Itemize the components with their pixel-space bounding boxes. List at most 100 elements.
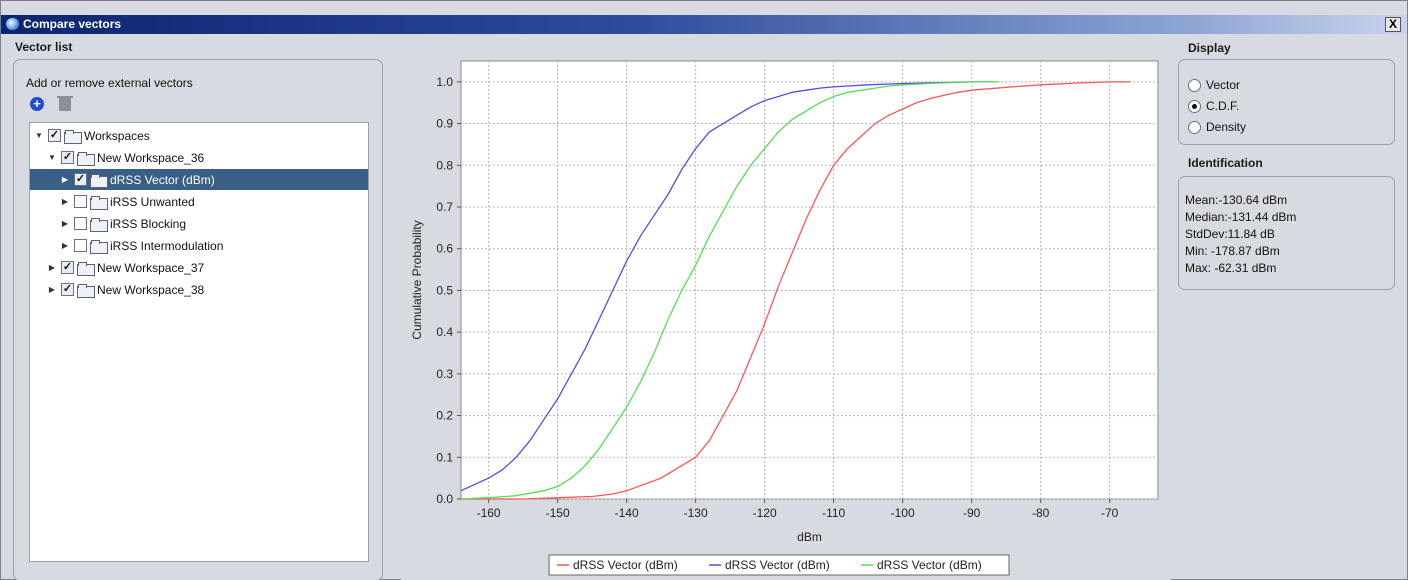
- tree-checkbox[interactable]: [74, 239, 87, 252]
- tree-row[interactable]: ▶ ✓ New Workspace_37: [30, 257, 368, 278]
- series-line-0: [461, 81, 1131, 500]
- stat-min: Min: -178.87 dBm: [1185, 244, 1280, 258]
- vector-list-title: Vector list: [15, 40, 73, 54]
- tree-row[interactable]: ▶ ✓ New Workspace_38: [30, 279, 368, 300]
- expand-down-icon[interactable]: ▼: [35, 131, 43, 140]
- radio-density-button[interactable]: [1188, 120, 1201, 134]
- tree-checkbox[interactable]: ✓: [48, 129, 61, 142]
- x-tick-label: -80: [1032, 506, 1050, 520]
- radio-vector[interactable]: Vector: [1188, 78, 1240, 92]
- y-axis-label: Cumulative Probability: [410, 220, 424, 339]
- y-tick-label: 1.0: [436, 75, 453, 89]
- legend-label-2: dRSS Vector (dBm): [877, 558, 982, 572]
- expand-right-icon[interactable]: ▶: [61, 241, 69, 250]
- expand-down-icon[interactable]: ▼: [48, 153, 56, 162]
- y-tick-label: 0.2: [436, 409, 453, 423]
- radio-density[interactable]: Density: [1188, 120, 1246, 134]
- radio-density-label: Density: [1206, 120, 1247, 134]
- tree-checkbox[interactable]: ✓: [61, 261, 74, 274]
- folder-icon: [77, 261, 95, 276]
- tree-row[interactable]: ▶ iRSS Blocking: [30, 213, 368, 234]
- cdf-chart: -160 -150 -140 -130 -120 -110 -100 -90 -80 -70 0.0…: [401, 41, 1171, 580]
- tree-row[interactable]: ▼ ✓ Workspaces: [30, 125, 368, 146]
- display-title: Display: [1188, 41, 1231, 55]
- x-tick-label: -120: [753, 506, 777, 520]
- tree-row[interactable]: ▶ iRSS Intermodulation: [30, 235, 368, 256]
- tree-row-label: New Workspace_38: [97, 282, 205, 297]
- legend-box: [548, 554, 1010, 576]
- x-tick-label: -90: [963, 506, 981, 520]
- app-icon: [5, 17, 20, 31]
- folder-icon: [77, 283, 95, 298]
- legend-label-0: dRSS Vector (dBm): [573, 558, 678, 572]
- stat-median: Median:-131.44 dBm: [1185, 210, 1297, 224]
- title-bar[interactable]: Compare vectors X: [1, 15, 1407, 34]
- radio-vector-label: Vector: [1206, 78, 1241, 92]
- expand-right-icon[interactable]: ▶: [48, 263, 56, 272]
- y-tick-label: 0.4: [436, 325, 453, 339]
- y-tick-label: 0.0: [436, 492, 453, 506]
- tree-row-label: New Workspace_37: [97, 260, 205, 275]
- tree-row-label: Workspaces: [84, 128, 150, 143]
- vector-list-panel: Add or remove external vectors + ▼ ✓ Works…: [13, 59, 383, 580]
- x-axis-label: dBm: [797, 530, 822, 544]
- folder-icon: [90, 173, 108, 188]
- tree-row[interactable]: ▼ ✓ New Workspace_36: [30, 147, 368, 168]
- x-tick-label: -110: [822, 506, 845, 520]
- display-panel: Vector C.D.F. Density: [1178, 59, 1395, 145]
- x-tick-label: -70: [1101, 506, 1119, 520]
- expand-right-icon[interactable]: ▶: [48, 285, 56, 294]
- series-line-1: [460, 81, 993, 492]
- folder-icon: [90, 195, 108, 210]
- expand-right-icon[interactable]: ▶: [61, 197, 69, 206]
- window-title: Compare vectors: [23, 17, 122, 31]
- x-tick-label: -150: [546, 506, 570, 520]
- y-tick-label: 0.3: [436, 367, 453, 381]
- stat-stddev: StdDev:11.84 dB: [1185, 227, 1275, 241]
- tree-checkbox[interactable]: ✓: [61, 151, 74, 164]
- y-tick-label: 0.8: [436, 158, 453, 172]
- tree-row-label: dRSS Vector (dBm): [110, 172, 215, 187]
- close-button[interactable]: X: [1385, 17, 1401, 32]
- x-tick-label: -130: [684, 506, 708, 520]
- y-tick-label: 0.7: [436, 200, 453, 214]
- expand-right-icon[interactable]: ▶: [61, 175, 69, 184]
- x-tick-label: -160: [477, 506, 501, 520]
- radio-vector-button[interactable]: [1188, 78, 1201, 92]
- tree-row-label: iRSS Blocking: [110, 216, 187, 231]
- tree-row-label: iRSS Unwanted: [110, 194, 195, 209]
- identification-panel: Mean:-130.64 dBm Median:-131.44 dBm StdD…: [1178, 176, 1395, 290]
- folder-icon: [64, 129, 82, 144]
- tree-row[interactable]: ▶ ✓ dRSS Vector (dBm): [30, 169, 368, 190]
- expand-right-icon[interactable]: ▶: [61, 219, 69, 228]
- y-tick-label: 0.9: [436, 117, 453, 131]
- y-tick-label: 0.1: [436, 450, 453, 464]
- tree-checkbox[interactable]: [74, 217, 87, 230]
- stat-max: Max: -62.31 dBm: [1185, 261, 1277, 275]
- folder-icon: [90, 239, 108, 254]
- tree-checkbox[interactable]: [74, 195, 87, 208]
- y-tick-label: 0.6: [436, 242, 453, 256]
- tree-row-label: iRSS Intermodulation: [110, 238, 224, 253]
- folder-icon: [90, 217, 108, 232]
- x-tick-label: -140: [615, 506, 639, 520]
- tree-checkbox[interactable]: ✓: [61, 283, 74, 296]
- add-vector-icon[interactable]: +: [30, 97, 44, 111]
- chart-svg: -160 -150 -140 -130 -120 -110 -100 -90 -80 -70 0.0…: [410, 60, 1159, 576]
- tree-row-label: New Workspace_36: [97, 150, 205, 165]
- legend-label-1: dRSS Vector (dBm): [725, 558, 830, 572]
- identification-title: Identification: [1188, 156, 1263, 170]
- folder-icon: [77, 151, 95, 166]
- vector-tree[interactable]: ▼ ✓ Workspaces ▼ ✓ New Workspace_36 ▶ ✓ dRSS Vec…: [29, 122, 369, 562]
- radio-cdf[interactable]: C.D.F.: [1188, 99, 1239, 113]
- series-line-2: [460, 81, 1000, 500]
- radio-cdf-label: C.D.F.: [1206, 99, 1240, 113]
- radio-cdf-button[interactable]: [1188, 99, 1201, 113]
- tree-checkbox[interactable]: ✓: [74, 173, 87, 186]
- stat-mean: Mean:-130.64 dBm: [1185, 193, 1288, 207]
- tree-row[interactable]: ▶ iRSS Unwanted: [30, 191, 368, 212]
- delete-vector-icon[interactable]: [57, 96, 73, 111]
- x-tick-label: -100: [891, 506, 915, 520]
- plot-background: [460, 60, 1159, 500]
